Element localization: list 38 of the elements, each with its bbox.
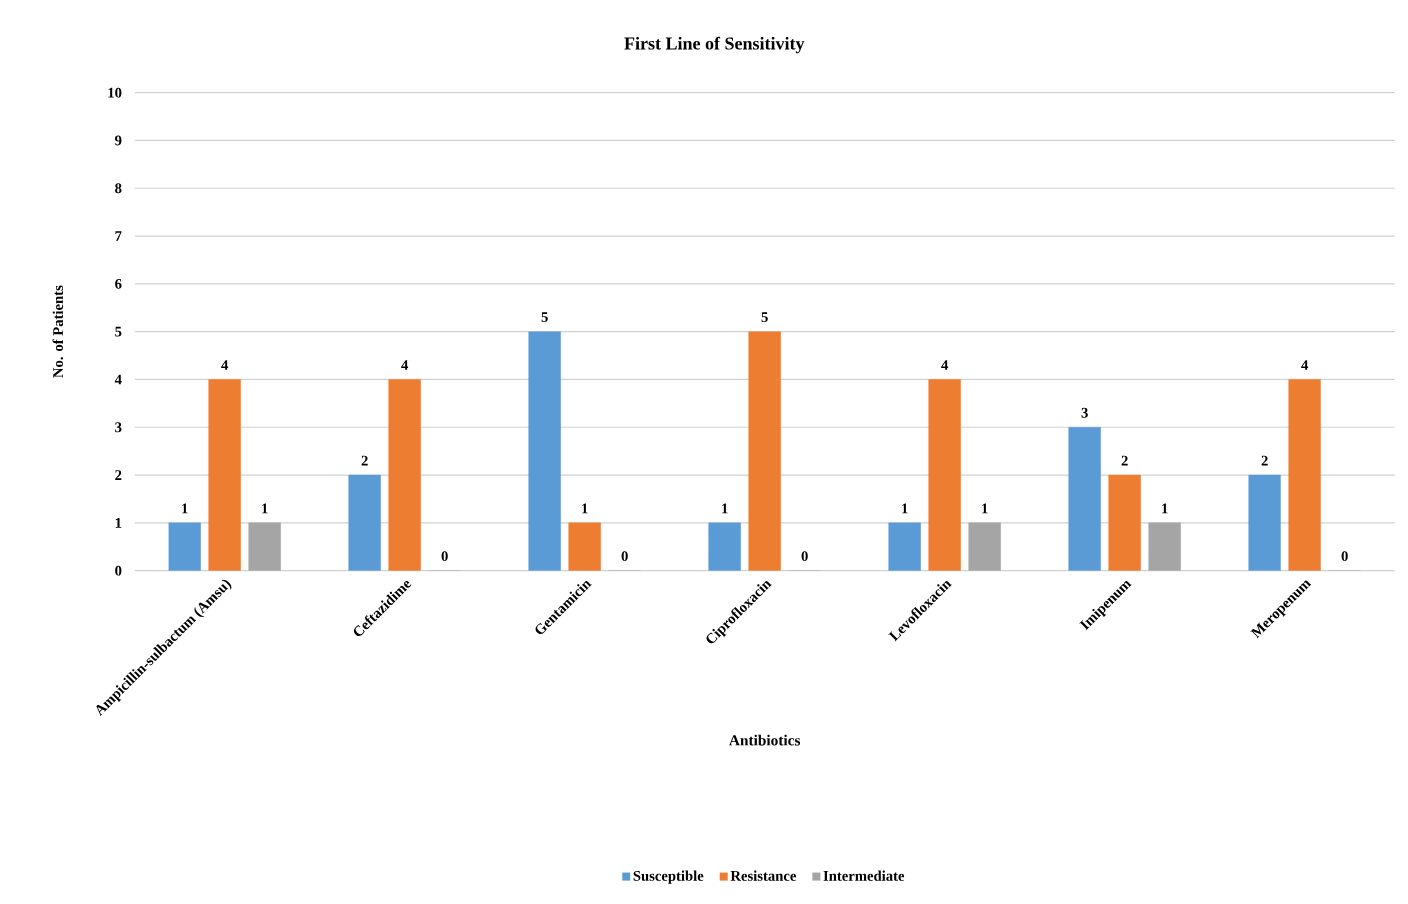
- data-label: 1: [1162, 503, 1168, 514]
- data-label: 0: [441, 551, 448, 562]
- y-axis-title: No. of Patients: [52, 285, 64, 378]
- data-label: 4: [1301, 360, 1309, 370]
- legend-label: Susceptible: [633, 870, 704, 884]
- data-label: 1: [262, 503, 268, 514]
- legend-label: Resistance: [730, 870, 796, 881]
- data-label: 0: [621, 551, 628, 562]
- y-tick-label: 9: [115, 135, 122, 146]
- y-tick-label: 1: [115, 518, 122, 528]
- data-label: 5: [541, 312, 548, 323]
- y-tick-label: 0: [115, 565, 122, 576]
- data-label: 0: [801, 551, 808, 562]
- data-label: 0: [1341, 551, 1348, 562]
- data-label: 4: [221, 360, 229, 370]
- chart-title: First Line of Sensitivity: [624, 36, 805, 54]
- data-label: 1: [722, 503, 728, 514]
- y-tick-label: 5: [115, 326, 122, 337]
- data-label: 1: [182, 503, 188, 514]
- data-label: 4: [941, 360, 949, 370]
- data-label: 1: [582, 503, 588, 514]
- data-label: 4: [401, 360, 409, 370]
- y-tick-label: 4: [114, 374, 122, 385]
- x-axis-title: Antibiotics: [729, 734, 801, 746]
- data-label: 2: [361, 455, 368, 466]
- data-label: 1: [902, 503, 908, 514]
- data-label: 1: [982, 503, 988, 514]
- y-tick-label: 2: [115, 470, 122, 480]
- data-label: 3: [1081, 407, 1088, 418]
- y-tick-label: 3: [115, 422, 122, 433]
- data-label: 2: [1261, 455, 1268, 466]
- y-tick-label: 7: [115, 231, 122, 241]
- legend-label: Intermediate: [823, 870, 905, 881]
- data-label: 5: [761, 312, 768, 323]
- y-tick-label: 10: [108, 87, 122, 98]
- y-tick-label: 8: [115, 183, 122, 194]
- y-tick-label: 6: [115, 278, 122, 289]
- data-label: 2: [1121, 455, 1128, 466]
